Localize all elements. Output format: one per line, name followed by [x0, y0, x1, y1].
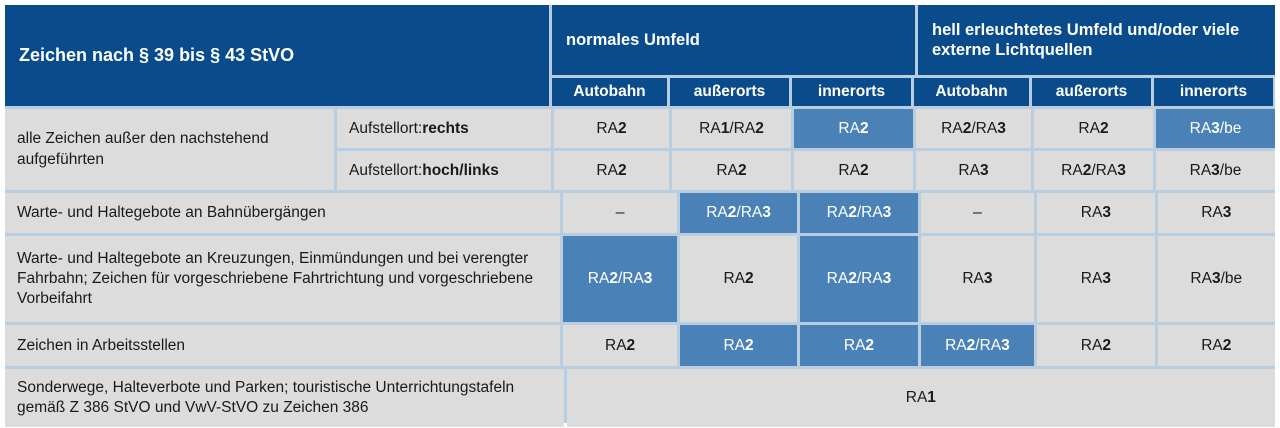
header-group-row: normales Umfeld hell erleuchtetes Umfeld… — [552, 5, 1275, 75]
column-header-label: außerorts — [1055, 82, 1128, 100]
column-header-autobahn-bright: Autobahn — [914, 78, 1029, 106]
value-cell: RA 2 — [800, 325, 918, 366]
value-cell: RA 2/RA 3 — [563, 236, 677, 322]
value-cell: RA 2 — [679, 236, 798, 322]
table-row: Warte- und Haltegebote an Kreuzungen, Ei… — [5, 236, 1275, 322]
value-cell: RA 2 — [554, 109, 669, 148]
value-cell: RA 3/be — [1156, 151, 1275, 190]
value-cell: RA 3 — [1037, 236, 1155, 322]
value-cell: RA 2/RA 3 — [800, 236, 918, 322]
value-cell: RA 2 — [554, 151, 669, 190]
row-description: Sonderwege, Halteverbote und Parken; tou… — [5, 369, 564, 427]
value-cell: RA 3 — [920, 236, 1035, 322]
value-cell: – — [920, 193, 1035, 233]
value-cell-merged: RA 1 — [566, 369, 1275, 427]
header-group-normal: normales Umfeld — [552, 5, 915, 75]
table-row: Zeichen in Arbeitsstellen RA 2 RA 2 RA 2 RA… — [5, 325, 1275, 366]
value-cell: RA 1/RA 2 — [672, 109, 791, 148]
header-group-bright: hell erleuchtetes Umfeld und/oder viele … — [918, 5, 1275, 75]
header-group-label: hell erleuchtetes Umfeld und/oder viele … — [932, 20, 1240, 59]
value-cell: RA 3/be — [1157, 236, 1275, 322]
row-description: alle Zeichen außer den nachstehend aufge… — [5, 109, 334, 190]
value-cell: RA 2 — [1034, 109, 1153, 148]
row-subrows-block: Aufstellort: rechts RA 2 RA 1/RA 2 RA 2 RA 2/… — [337, 109, 1275, 190]
page-title: Zeichen nach § 39 bis § 43 StVO — [19, 44, 295, 65]
value-cell: RA 2/RA 3 — [679, 193, 798, 233]
table-header-row: Zeichen nach § 39 bis § 43 StVO normales… — [5, 5, 1275, 106]
value-cell: RA 3 — [1157, 193, 1275, 233]
table-subrow: Aufstellort: hoch/links RA 2 RA 2 RA 2 RA 3 … — [337, 151, 1275, 190]
column-header-ausserorts-bright: außerorts — [1032, 78, 1151, 106]
value-cell: RA 2 — [794, 151, 913, 190]
header-column-row: Autobahn außerorts innerorts Autobahn au… — [552, 78, 1275, 106]
header-right-block: normales Umfeld hell erleuchtetes Umfeld… — [552, 5, 1275, 106]
value-cell: RA 2 — [672, 151, 791, 190]
value-cell: RA 2/RA 3 — [916, 109, 1031, 148]
value-cell: RA 2/RA 3 — [920, 325, 1035, 366]
row-description: Warte- und Haltegebote an Kreuzungen, Ei… — [5, 236, 561, 322]
table-subrow: Aufstellort: rechts RA 2 RA 1/RA 2 RA 2 RA 2/… — [337, 109, 1275, 148]
value-cell: RA 2 — [794, 109, 913, 148]
aufstellort-label-rechts: Aufstellort: rechts — [337, 109, 551, 148]
value-cell: RA 3 — [916, 151, 1031, 190]
column-header-label: außerorts — [693, 82, 766, 100]
value-cell: RA 2 — [1037, 325, 1155, 366]
column-header-innerorts-bright: innerorts — [1154, 78, 1273, 106]
column-header-label: innerorts — [817, 82, 886, 100]
aufstellort-label-hochlinks: Aufstellort: hoch/links — [337, 151, 551, 190]
column-header-label: Autobahn — [935, 82, 1008, 100]
table-row: alle Zeichen außer den nachstehend aufge… — [5, 109, 1275, 190]
column-header-label: innerorts — [1179, 82, 1248, 100]
table-row: Warte- und Haltegebote an Bahnübergängen… — [5, 193, 1275, 233]
value-cell: RA 2 — [679, 325, 798, 366]
row-description: Zeichen in Arbeitsstellen — [5, 325, 561, 366]
value-cell: RA 2 — [1157, 325, 1275, 366]
value-cell: RA 2/RA 3 — [800, 193, 918, 233]
value-cell: RA 2 — [563, 325, 677, 366]
aufstellort-prefix: Aufstellort: — [349, 161, 423, 179]
column-header-ausserorts-normal: außerorts — [670, 78, 789, 106]
aufstellort-value: hoch/links — [422, 161, 499, 179]
column-header-innerorts-normal: innerorts — [792, 78, 911, 106]
value-cell: – — [563, 193, 677, 233]
value-cell: RA 3/be — [1156, 109, 1275, 148]
row-description: Warte- und Haltegebote an Bahnübergängen — [5, 193, 561, 233]
aufstellort-prefix: Aufstellort: — [349, 119, 423, 137]
header-title-cell: Zeichen nach § 39 bis § 43 StVO — [5, 5, 549, 106]
value-cell: RA 2/RA 3 — [1034, 151, 1153, 190]
column-header-autobahn-normal: Autobahn — [552, 78, 667, 106]
value-cell: RA 3 — [1037, 193, 1155, 233]
aufstellort-value: rechts — [422, 119, 469, 137]
table-row: Sonderwege, Halteverbote und Parken; tou… — [5, 369, 1275, 427]
column-header-label: Autobahn — [573, 82, 646, 100]
header-group-label: normales Umfeld — [566, 30, 700, 49]
